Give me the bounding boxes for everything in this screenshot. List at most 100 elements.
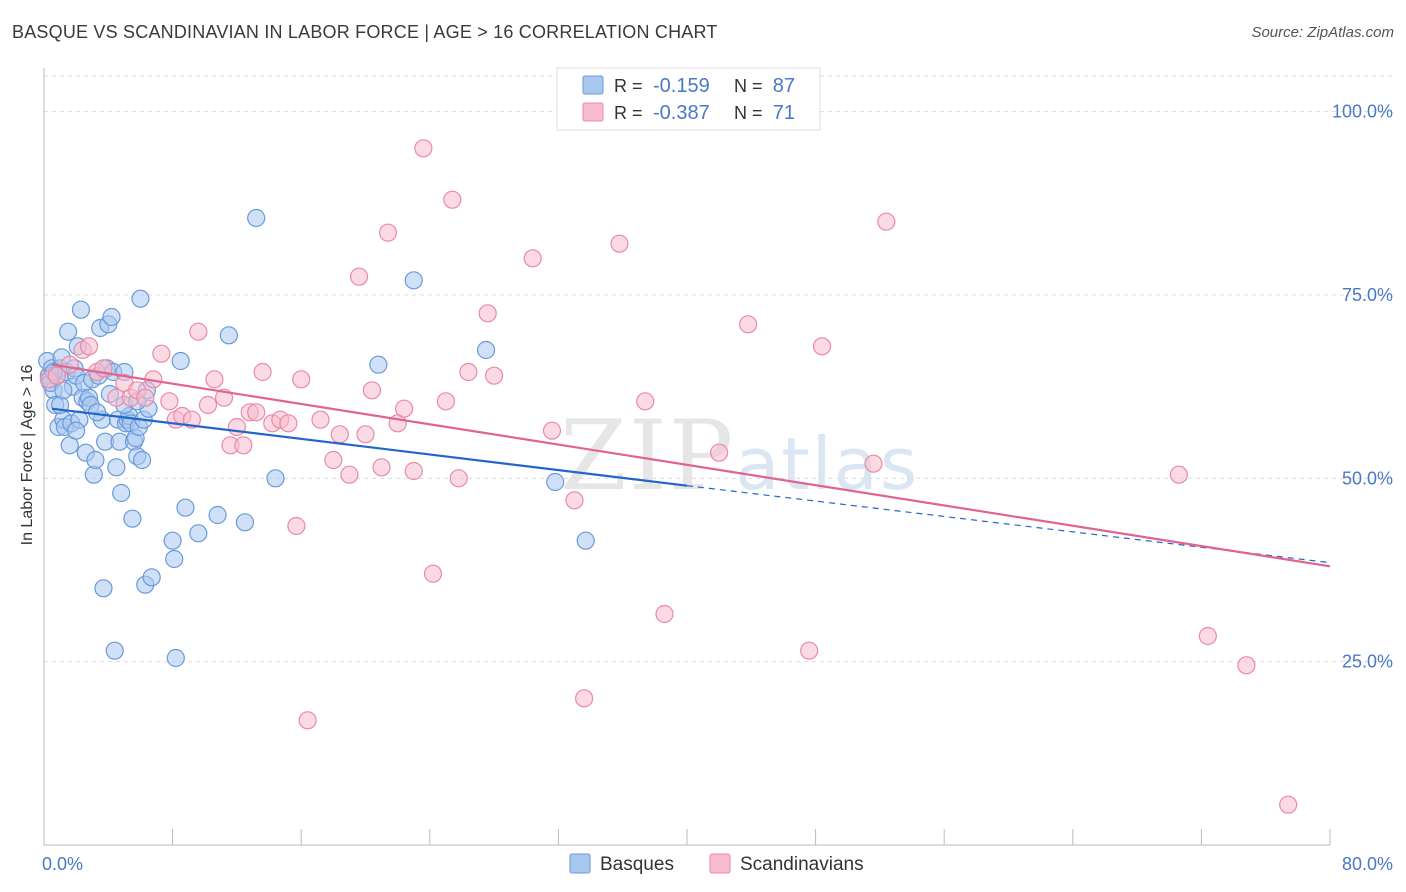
scandinavians-point	[356, 425, 375, 444]
scandinavians-point	[459, 362, 478, 382]
y-tick-label: 100.0%	[1332, 102, 1393, 122]
basques-point	[86, 450, 105, 470]
grid-lines	[44, 75, 1392, 663]
basques-point	[369, 355, 388, 374]
scandinavians-point	[404, 461, 423, 481]
trend-lines	[51, 363, 1331, 568]
scandinavians-point	[812, 337, 832, 356]
basques-point	[107, 458, 126, 477]
y-tick-label: 75.0%	[1342, 285, 1393, 305]
basques-point	[546, 472, 565, 492]
x-tick-label-min: 0.0%	[42, 854, 83, 874]
basques-point	[112, 483, 131, 503]
scandinavians-point	[189, 322, 208, 341]
scandinavians-point	[864, 454, 883, 473]
basques-point	[166, 648, 185, 668]
legend-top: R = -0.159 N = 87 R = -0.387 N = 71	[556, 67, 821, 131]
basques-point	[67, 421, 86, 440]
basques-point	[476, 340, 496, 360]
scandinavians-point	[738, 315, 758, 334]
scandinavians-point	[372, 458, 391, 477]
basques-point	[131, 289, 150, 308]
scandinavians-point	[436, 392, 455, 411]
scandinavians-point	[227, 417, 246, 437]
legend-top-swatch	[582, 102, 604, 122]
chart-source: Source: ZipAtlas.com	[1251, 24, 1394, 41]
basques-point	[576, 531, 595, 550]
basques-point	[105, 641, 124, 660]
axes	[43, 68, 1331, 846]
legend-bottom-swatch	[709, 853, 731, 874]
scandinavians-point	[330, 425, 349, 444]
scandinavians-point	[636, 392, 655, 411]
basques-point	[165, 549, 184, 569]
scandinavians-point	[136, 388, 155, 407]
basques-point	[71, 300, 91, 319]
scandinavians-point	[655, 604, 674, 624]
legend-n-value: 87	[773, 75, 795, 97]
scandinavians-point	[247, 403, 266, 422]
basques-point	[171, 351, 190, 371]
scandinavians-point	[1237, 656, 1256, 675]
scandinavians-point	[253, 362, 272, 382]
legend-n-value: 71	[773, 102, 795, 124]
basques-point	[94, 579, 113, 598]
basques-point	[189, 524, 208, 543]
scandinavians-point	[800, 641, 819, 660]
basques-point	[142, 568, 161, 587]
basques-point	[176, 498, 195, 517]
scandinavians-point	[160, 392, 179, 411]
chart-title: BASQUE VS SCANDINAVIAN IN LABOR FORCE | …	[12, 22, 718, 42]
y-tick-label: 25.0%	[1342, 652, 1393, 672]
basques-point	[59, 322, 78, 341]
legend-r-value: -0.387	[653, 102, 710, 124]
scandinavians-point	[182, 410, 201, 429]
scandinavians-point	[279, 414, 298, 433]
legend-r-label: R =	[614, 76, 643, 96]
scandinavians-point	[152, 344, 171, 363]
scandinavians-point	[79, 337, 99, 356]
scandinavians-point	[414, 139, 433, 158]
basques-point	[266, 469, 285, 488]
scandinavians-point	[340, 465, 359, 484]
legend-r-value: -0.159	[653, 75, 710, 97]
scandinavians-point	[877, 212, 896, 231]
legend-n-label: N =	[734, 103, 763, 123]
scandinavians-point	[485, 366, 504, 385]
legend-n-label: N =	[734, 76, 763, 96]
scandinavians-point	[523, 249, 542, 268]
scandinavians-point	[311, 410, 330, 429]
scandinavians-point	[423, 564, 443, 583]
scandinavians-point	[478, 304, 497, 323]
scandinavians-point	[298, 711, 317, 730]
legend-bottom-swatch	[569, 853, 591, 874]
scandinavians-point	[443, 190, 462, 209]
legend-bottom: Basques Scandinavians	[569, 853, 864, 875]
scandinavians-point	[324, 450, 343, 470]
basques-point	[235, 513, 255, 532]
basques-point	[163, 531, 182, 550]
basques-point	[247, 208, 266, 228]
series-scandinavians-points	[39, 139, 1298, 814]
basques-point	[132, 450, 152, 470]
scandinavians-point	[1279, 795, 1298, 814]
scandinavians-point	[287, 516, 306, 536]
scandinavians-point	[205, 370, 224, 389]
scandinavians-point	[362, 381, 382, 400]
scandinavians-point	[47, 366, 66, 385]
scandinavians-point	[234, 436, 253, 455]
legend-top-swatch	[582, 75, 604, 95]
scandinavians-point	[610, 234, 629, 253]
scandinavians-point	[1169, 465, 1188, 484]
scandinavians-point	[349, 267, 369, 286]
scandinavians-point	[378, 223, 398, 242]
scandinavians-trend-line	[51, 363, 1331, 568]
basques-point	[208, 505, 227, 525]
y-tick-labels: 25.0% 50.0% 75.0% 100.0%	[1332, 102, 1393, 672]
scandinavians-point	[710, 443, 729, 462]
scandinavians-point	[198, 395, 218, 415]
basques-point	[123, 509, 142, 528]
legend-bottom-label-0: Basques	[600, 854, 674, 875]
basques-point	[404, 271, 423, 290]
